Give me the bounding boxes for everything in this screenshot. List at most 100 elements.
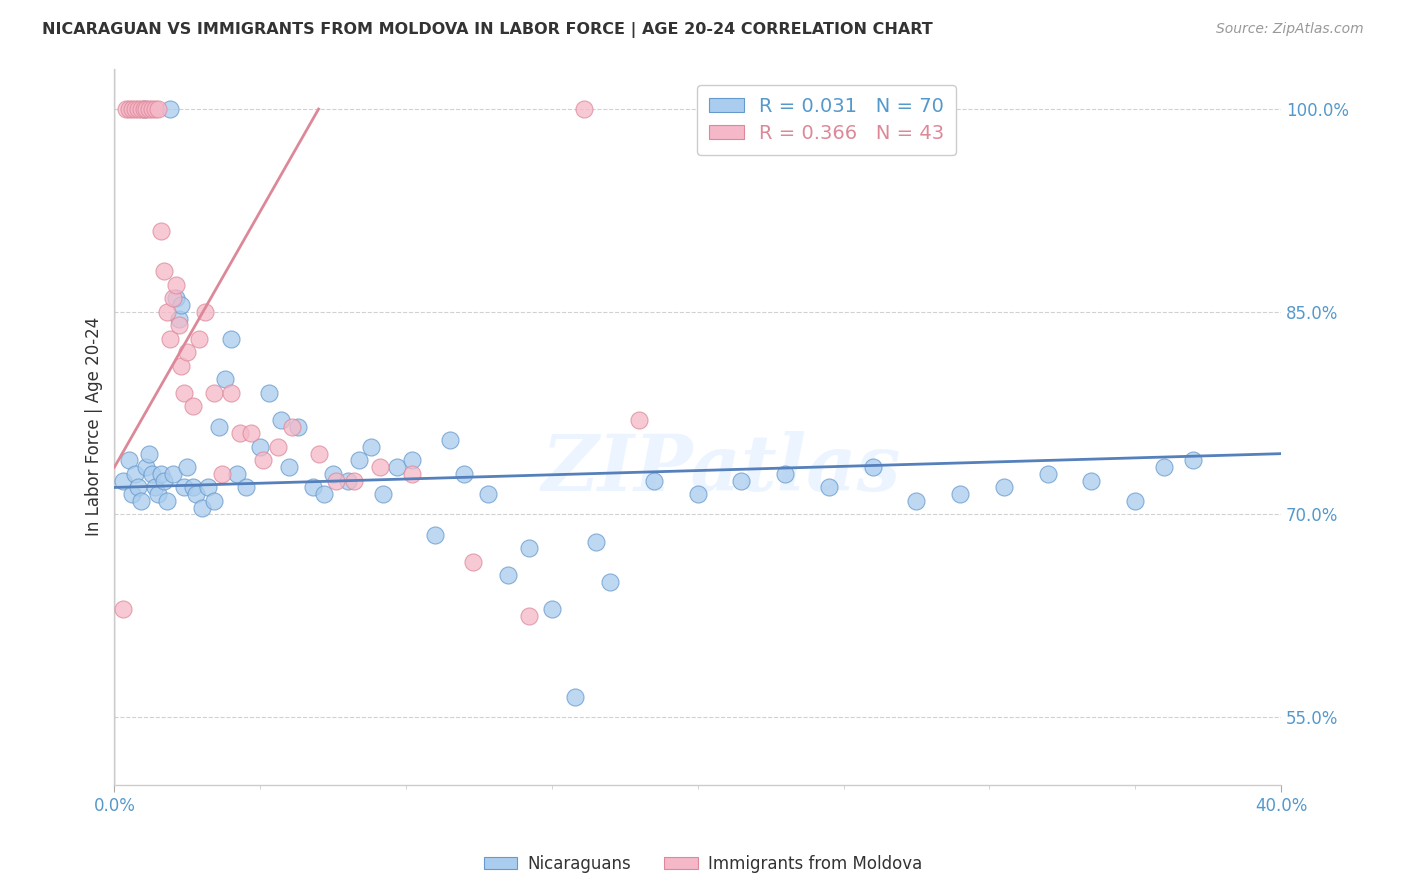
Point xyxy=(138,447,160,461)
Point xyxy=(862,460,884,475)
Point xyxy=(176,460,198,475)
Point xyxy=(159,332,181,346)
Point xyxy=(496,568,519,582)
Point xyxy=(267,440,290,454)
Point xyxy=(141,102,163,116)
Point xyxy=(628,413,651,427)
Point xyxy=(150,224,173,238)
Point xyxy=(278,460,301,475)
Point xyxy=(170,298,193,312)
Point xyxy=(150,467,173,481)
Point xyxy=(1036,467,1059,481)
Point xyxy=(235,480,257,494)
Point xyxy=(129,494,152,508)
Point xyxy=(121,487,143,501)
Point xyxy=(371,487,394,501)
Point xyxy=(401,467,423,481)
Point xyxy=(167,318,190,333)
Legend: R = 0.031   N = 70, R = 0.366   N = 43: R = 0.031 N = 70, R = 0.366 N = 43 xyxy=(697,86,956,154)
Point xyxy=(121,102,143,116)
Point xyxy=(599,575,621,590)
Point xyxy=(127,480,149,494)
Point xyxy=(112,474,135,488)
Point xyxy=(132,102,155,116)
Point xyxy=(143,480,166,494)
Point xyxy=(129,102,152,116)
Point xyxy=(156,305,179,319)
Point xyxy=(219,332,242,346)
Point xyxy=(208,419,231,434)
Point xyxy=(360,440,382,454)
Point xyxy=(135,102,157,116)
Point xyxy=(773,467,796,481)
Point xyxy=(135,460,157,475)
Point xyxy=(281,419,304,434)
Point xyxy=(314,487,336,501)
Point xyxy=(585,534,607,549)
Point xyxy=(517,608,540,623)
Point xyxy=(118,453,141,467)
Point xyxy=(115,102,138,116)
Point xyxy=(188,332,211,346)
Point xyxy=(162,467,184,481)
Point xyxy=(141,467,163,481)
Point xyxy=(146,102,169,116)
Point xyxy=(463,555,485,569)
Point xyxy=(1153,460,1175,475)
Point xyxy=(993,480,1015,494)
Point xyxy=(165,291,187,305)
Point xyxy=(387,460,409,475)
Text: ZIPatlas: ZIPatlas xyxy=(541,432,901,508)
Point xyxy=(249,440,271,454)
Point xyxy=(170,359,193,373)
Point xyxy=(1123,494,1146,508)
Point xyxy=(572,102,595,116)
Point xyxy=(181,400,204,414)
Point xyxy=(165,277,187,292)
Point xyxy=(132,102,155,116)
Point xyxy=(342,474,364,488)
Point xyxy=(401,453,423,467)
Point xyxy=(143,102,166,116)
Point xyxy=(905,494,928,508)
Point xyxy=(517,541,540,556)
Point xyxy=(439,433,461,447)
Point xyxy=(191,500,214,515)
Point xyxy=(112,602,135,616)
Point xyxy=(252,453,274,467)
Point xyxy=(176,345,198,359)
Point xyxy=(240,426,263,441)
Point xyxy=(225,467,247,481)
Point xyxy=(173,385,195,400)
Point xyxy=(124,102,146,116)
Point xyxy=(181,480,204,494)
Point xyxy=(127,102,149,116)
Point xyxy=(257,385,280,400)
Point xyxy=(270,413,292,427)
Point xyxy=(1080,474,1102,488)
Point xyxy=(167,311,190,326)
Point xyxy=(173,480,195,494)
Text: NICARAGUAN VS IMMIGRANTS FROM MOLDOVA IN LABOR FORCE | AGE 20-24 CORRELATION CHA: NICARAGUAN VS IMMIGRANTS FROM MOLDOVA IN… xyxy=(42,22,934,38)
Point xyxy=(325,474,347,488)
Point xyxy=(287,419,309,434)
Point xyxy=(301,480,323,494)
Point xyxy=(162,291,184,305)
Point xyxy=(477,487,499,501)
Point xyxy=(124,467,146,481)
Point xyxy=(153,474,176,488)
Point xyxy=(211,467,233,481)
Point xyxy=(686,487,709,501)
Point xyxy=(194,305,217,319)
Legend: Nicaraguans, Immigrants from Moldova: Nicaraguans, Immigrants from Moldova xyxy=(477,848,929,880)
Point xyxy=(184,487,207,501)
Point xyxy=(541,602,564,616)
Point xyxy=(322,467,344,481)
Point xyxy=(229,426,252,441)
Point xyxy=(197,480,219,494)
Text: Source: ZipAtlas.com: Source: ZipAtlas.com xyxy=(1216,22,1364,37)
Point xyxy=(643,474,665,488)
Point xyxy=(159,102,181,116)
Point xyxy=(349,453,371,467)
Point xyxy=(153,264,176,278)
